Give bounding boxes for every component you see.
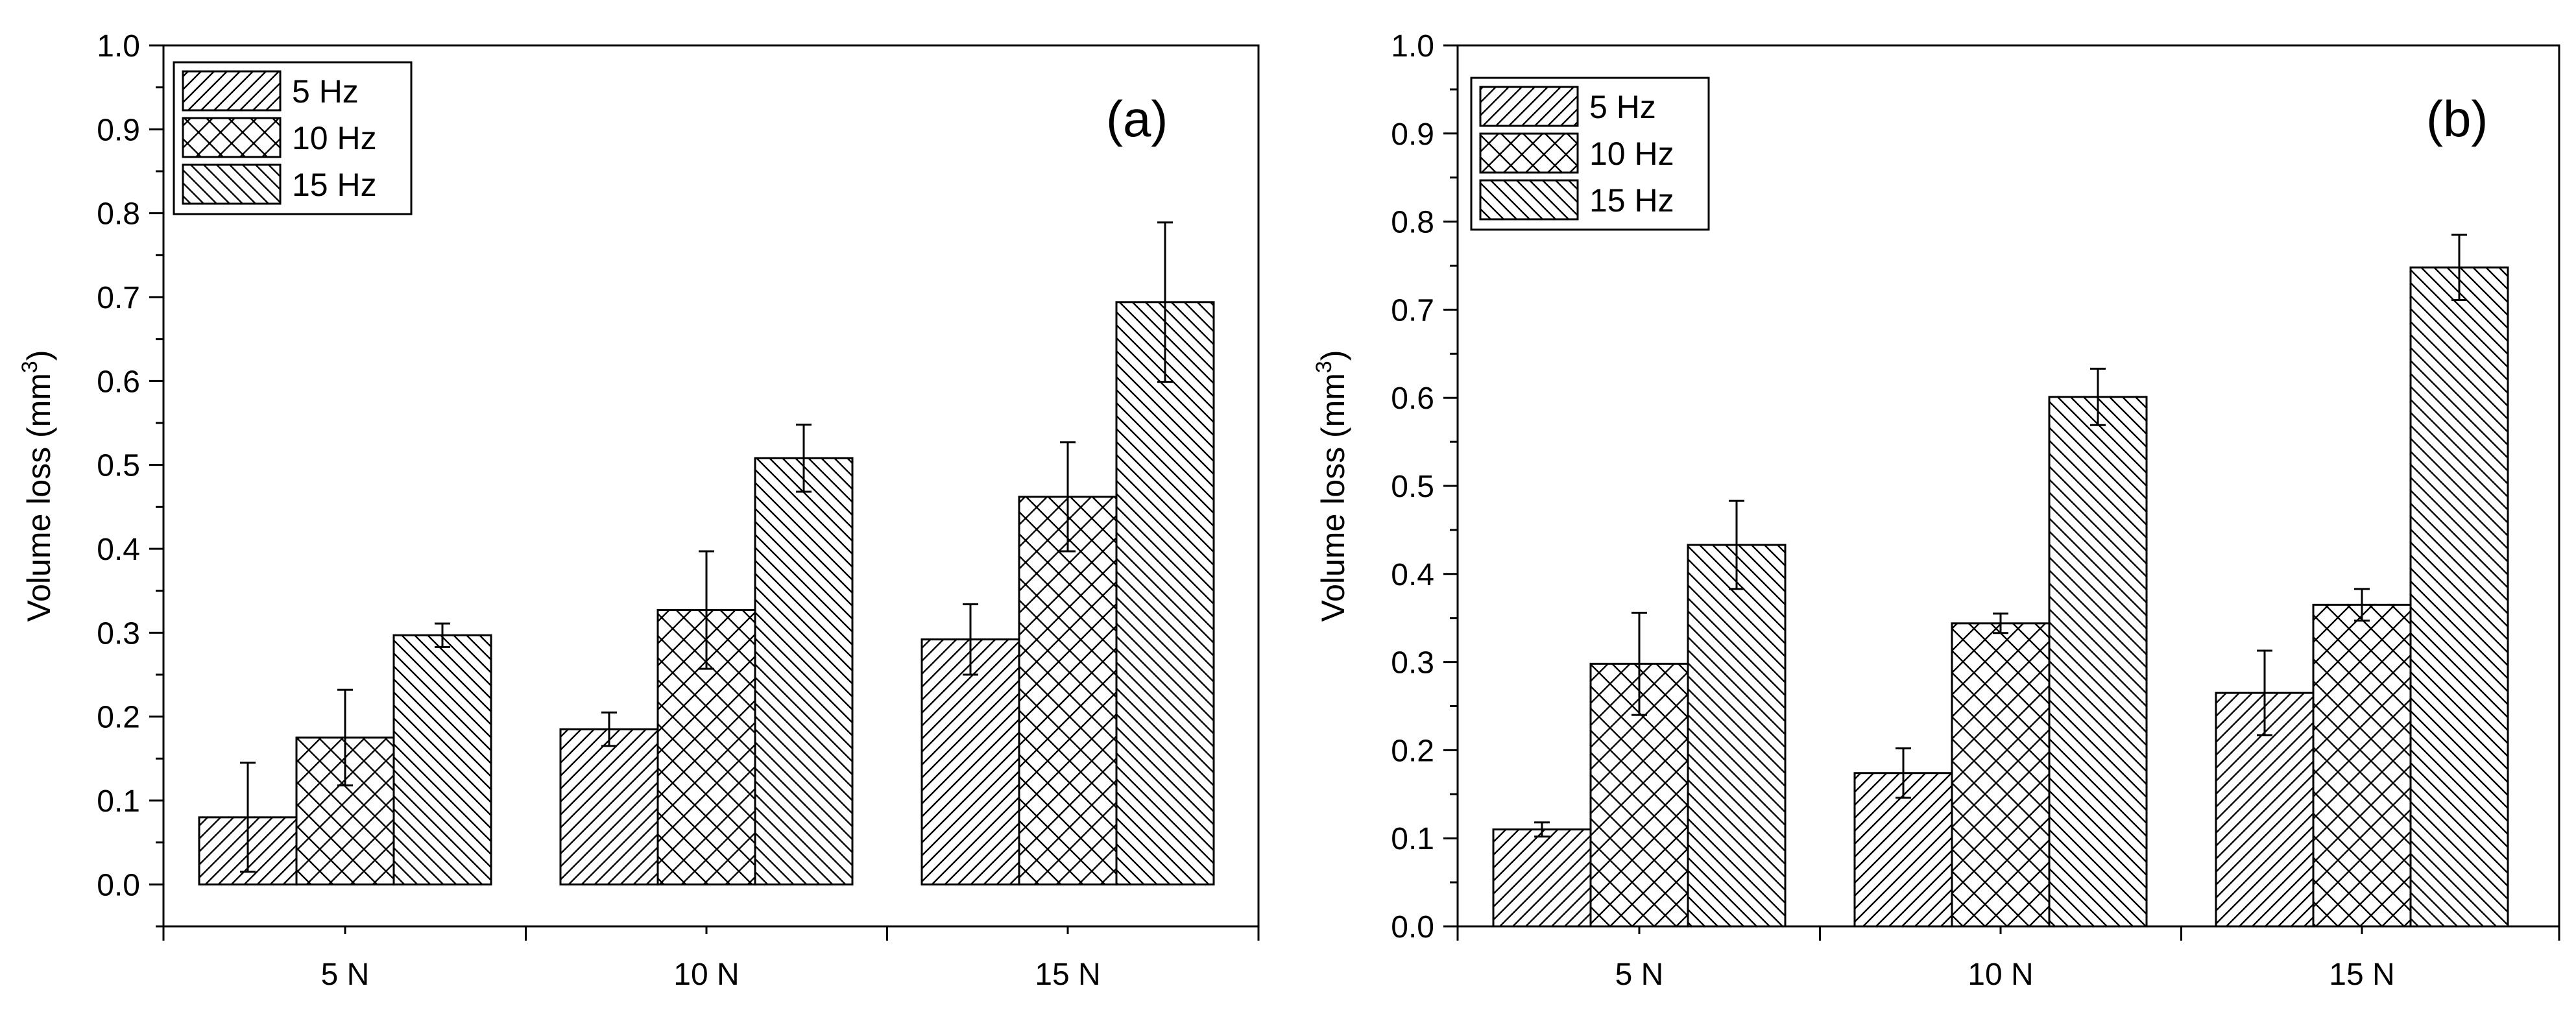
y-tick-label: 1.0 <box>1391 29 1434 64</box>
y-tick-label: 0.9 <box>1391 117 1434 152</box>
bar-a-15hz-5n <box>392 634 492 886</box>
panel-label-b: (b) <box>2426 90 2488 147</box>
y-tick-label: 1.0 <box>97 29 140 64</box>
y-tick-label: 0.3 <box>1391 646 1434 681</box>
y-axis-ticks-b: 0.0 0.1 0.2 0.3 0.4 0.5 0.6 0.7 0.8 0.9 1.0 <box>1391 29 1458 945</box>
y-axis-label-b: Volume loss (mm3) <box>1312 350 1351 621</box>
y-tick-label: 0.2 <box>97 701 140 735</box>
legend-label: 15 Hz <box>292 167 377 203</box>
error-bar-b-5hz-15n <box>2257 649 2272 736</box>
error-bar-a-10hz-5n <box>337 688 353 787</box>
y-tick-label: 0.8 <box>97 197 140 232</box>
error-bar-a-15hz-15n <box>1157 221 1173 383</box>
error-bar-a-10hz-10n <box>699 550 714 670</box>
error-bar-b-5hz-10n <box>1896 747 1911 799</box>
error-bar-b-15hz-15n <box>2451 234 2467 301</box>
y-tick-label: 0.3 <box>97 616 140 651</box>
bar-a-15hz-10n <box>754 457 854 886</box>
y-tick-label: 0.5 <box>97 449 140 483</box>
y-axis-ticks-a: 0.0 0.1 0.2 0.3 0.4 0.5 0.6 0.7 0.8 0.9 1.0 <box>97 29 163 928</box>
y-tick-label: 0.4 <box>1391 558 1434 592</box>
legend-label: 5 Hz <box>1589 89 1656 125</box>
bar-a-10hz-15n <box>1018 496 1118 886</box>
legend-swatch <box>1479 86 1579 127</box>
bars-b <box>1492 266 2509 928</box>
error-bars-b <box>1534 234 2467 837</box>
legend-label: 10 Hz <box>292 120 377 156</box>
error-bar-b-10hz-10n <box>1993 612 2008 634</box>
x-axis-ticks-b: 5 N 10 N 15 N <box>1456 926 2560 992</box>
bar-b-15hz-15n <box>2409 266 2509 928</box>
plot-frame-a <box>162 44 1260 928</box>
chart-panel-b: 0.0 0.1 0.2 0.3 0.4 0.5 0.6 0.7 0.8 0.9 1.0 5 N 10 … <box>1312 29 2560 992</box>
error-bar-a-5hz-15n <box>963 603 978 676</box>
bars-a <box>198 301 1215 886</box>
error-bar-b-10hz-5n <box>1631 612 1647 716</box>
bar-b-10hz-15n <box>2312 603 2412 928</box>
error-bar-a-10hz-15n <box>1060 441 1076 553</box>
error-bar-b-10hz-15n <box>2354 588 2370 622</box>
legend-swatch <box>1479 132 1579 174</box>
y-tick-label: 0.7 <box>97 281 140 315</box>
error-bar-b-15hz-10n <box>2090 367 2106 426</box>
y-tick-label: 0.6 <box>97 365 140 399</box>
y-tick-label: 0.4 <box>97 533 140 567</box>
error-bars-a <box>240 221 1173 873</box>
y-tick-label: 0.7 <box>1391 293 1434 328</box>
bar-b-10hz-10n <box>1951 622 2051 928</box>
legend-swatch <box>182 70 282 112</box>
y-tick-label: 0.6 <box>1391 381 1434 416</box>
x-tick-label: 5 N <box>321 958 370 992</box>
bar-a-15hz-15n <box>1115 301 1215 886</box>
x-tick-label: 10 N <box>1968 958 2033 992</box>
bar-a-5hz-15n <box>921 638 1020 886</box>
bar-a-5hz-10n <box>559 728 659 886</box>
legend-label: 5 Hz <box>292 73 359 110</box>
legend-label: 10 Hz <box>1589 136 1674 172</box>
y-tick-label: 0.2 <box>1391 734 1434 768</box>
legend-swatch <box>182 163 282 205</box>
y-tick-label: 0.5 <box>1391 470 1434 504</box>
error-bar-a-5hz-10n <box>601 711 617 747</box>
error-bar-a-15hz-10n <box>796 424 812 493</box>
error-bar-b-15hz-5n <box>1729 500 1744 590</box>
plot-frame-b <box>1456 44 2560 928</box>
x-axis-ticks-a: 5 N 10 N 15 N <box>162 926 1260 992</box>
y-tick-label: 0.1 <box>1391 822 1434 856</box>
x-tick-label: 15 N <box>1035 958 1100 992</box>
y-tick-label: 0.8 <box>1391 206 1434 240</box>
legend-b: 5 Hz 10 Hz 15 Hz <box>1470 77 1710 231</box>
legend-swatch <box>182 117 282 158</box>
y-tick-label: 0.0 <box>97 868 140 902</box>
bar-b-15hz-5n <box>1687 544 1787 928</box>
y-tick-label: 0.1 <box>97 784 140 819</box>
y-axis-label-a: Volume loss (mm3) <box>18 350 57 621</box>
legend-label: 15 Hz <box>1589 182 1674 219</box>
y-tick-label: 0.0 <box>1391 910 1434 945</box>
error-bar-a-15hz-5n <box>435 622 450 648</box>
chart-panel-a: 0.0 0.1 0.2 0.3 0.4 0.5 0.6 0.7 0.8 0.9 1.0 5 N 10 … <box>18 29 1260 992</box>
x-tick-label: 10 N <box>673 958 739 992</box>
error-bar-b-5hz-5n <box>1534 821 1550 837</box>
bar-b-15hz-10n <box>2048 396 2148 928</box>
bar-b-5hz-5n <box>1492 828 1592 928</box>
legend-a: 5 Hz 10 Hz 15 Hz <box>173 61 413 215</box>
x-tick-label: 5 N <box>1615 958 1664 992</box>
panel-label-a: (a) <box>1106 90 1168 147</box>
error-bar-a-5hz-5n <box>240 762 256 873</box>
x-tick-label: 15 N <box>2329 958 2394 992</box>
y-tick-label: 0.9 <box>97 113 140 147</box>
legend-swatch <box>1479 179 1579 221</box>
